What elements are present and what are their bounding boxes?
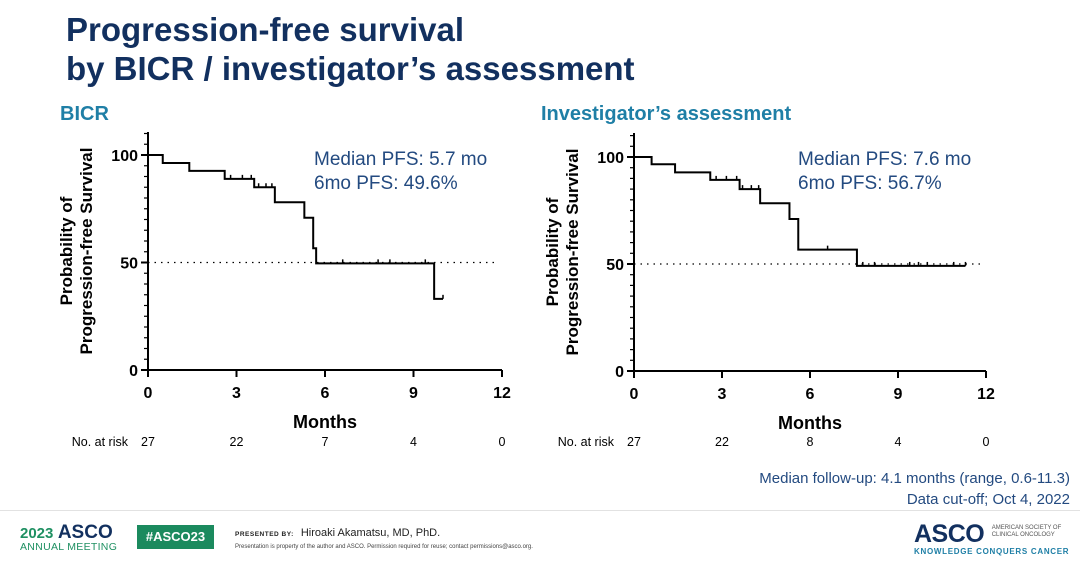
at-risk-value: 7 xyxy=(322,435,329,449)
x-tick-label: 12 xyxy=(493,385,511,402)
org-brand: ASCO xyxy=(914,520,985,548)
survival-curve xyxy=(148,154,443,300)
survival-curve xyxy=(634,156,966,267)
rights-notice: Presentation is property of the author a… xyxy=(235,544,533,550)
y-axis-label-line2: Progression-free Survival xyxy=(563,149,582,356)
at-risk-value: 0 xyxy=(499,435,506,449)
chart-title-bicr: BICR xyxy=(60,103,109,125)
chart-title-investigator: Investigator’s assessment xyxy=(541,103,792,125)
y-axis-label-line2: Progression-free Survival xyxy=(77,148,96,355)
org-name-line2: CLINICAL ONCOLOGY xyxy=(991,532,1055,538)
slide-title: Progression-free survival by BICR / inve… xyxy=(66,10,635,88)
hashtag-badge: #ASCO23 xyxy=(137,525,214,549)
x-axis-label: Months xyxy=(778,413,842,433)
chart-annotation-investigator: Median PFS: 7.6 mo 6mo PFS: 56.7% xyxy=(798,148,971,196)
y-axis-label-line1: Probability of xyxy=(543,197,562,306)
org-name-line1: AMERICAN SOCIETY OF xyxy=(991,525,1062,531)
presented-by-label: PRESENTED BY: xyxy=(235,531,294,538)
slide-title-line1: Progression-free survival xyxy=(66,11,464,48)
six-month-pfs-investigator: 6mo PFS: 56.7% xyxy=(798,173,942,194)
slide-title-line2: by BICR / investigator’s assessment xyxy=(66,50,635,87)
x-tick-label: 0 xyxy=(144,385,153,402)
x-tick-label: 6 xyxy=(806,386,815,403)
y-tick-label: 100 xyxy=(597,150,624,167)
six-month-pfs-bicr: 6mo PFS: 49.6% xyxy=(314,173,458,194)
km-chart-investigator: 0 50 100 0 3 6 9 12 Months Probability of Progress… xyxy=(543,133,995,449)
km-chart-bicr: 0 50 100 0 3 6 9 12 Months Probability of Progress… xyxy=(57,132,511,449)
at-risk-label: No. at risk xyxy=(72,435,129,449)
followup-line: Median follow-up: 4.1 months (range, 0.6… xyxy=(759,470,1070,487)
followup-note: Median follow-up: 4.1 months (range, 0.6… xyxy=(759,468,1070,510)
org-name: AMERICAN SOCIETY OF CLINICAL ONCOLOGY xyxy=(992,525,1062,539)
logo-brand: ASCO xyxy=(57,522,113,543)
logo-year: 2023 xyxy=(20,525,54,542)
data-cutoff-line: Data cut-off; Oct 4, 2022 xyxy=(906,491,1070,508)
footer-divider xyxy=(0,510,1080,511)
y-tick-label: 0 xyxy=(615,364,624,381)
presenter-name: Hiroaki Akamatsu, MD, PhD. xyxy=(300,527,441,539)
at-risk-value: 22 xyxy=(715,435,729,449)
x-tick-label: 9 xyxy=(409,385,418,402)
y-tick-label: 50 xyxy=(120,256,138,273)
at-risk-label: No. at risk xyxy=(558,435,615,449)
at-risk-value: 27 xyxy=(141,435,155,449)
x-tick-label: 0 xyxy=(630,386,639,403)
y-tick-label: 100 xyxy=(111,148,138,165)
asco-annual-meeting-logo: 2023 ASCO ANNUAL MEETING xyxy=(20,522,117,553)
org-tagline: KNOWLEDGE CONQUERS CANCER xyxy=(914,547,1070,556)
x-tick-label: 3 xyxy=(232,385,241,402)
x-axis-label: Months xyxy=(293,412,357,432)
at-risk-value: 8 xyxy=(807,435,814,449)
median-pfs-investigator: Median PFS: 7.6 mo xyxy=(798,149,972,170)
at-risk-value: 22 xyxy=(230,435,244,449)
at-risk-value: 4 xyxy=(895,435,902,449)
x-tick-label: 3 xyxy=(718,386,727,403)
x-tick-label: 9 xyxy=(894,386,903,403)
at-risk-value: 4 xyxy=(410,435,417,449)
x-tick-label: 6 xyxy=(321,385,330,402)
at-risk-value: 27 xyxy=(627,435,641,449)
asco-society-logo: ASCO AMERICAN SOCIETY OF CLINICAL ONCOLOG… xyxy=(914,520,1069,556)
logo-meeting-name: ANNUAL MEETING xyxy=(20,541,118,553)
chart-annotation-bicr: Median PFS: 5.7 mo 6mo PFS: 49.6% xyxy=(314,148,487,196)
y-tick-label: 50 xyxy=(606,257,624,274)
y-axis-label-line1: Probability of xyxy=(57,196,76,305)
at-risk-value: 0 xyxy=(983,435,990,449)
y-tick-label: 0 xyxy=(129,363,138,380)
presented-by: PRESENTED BY: Hiroaki Akamatsu, MD, PhD. xyxy=(235,527,440,539)
median-pfs-bicr: Median PFS: 5.7 mo xyxy=(314,149,488,170)
x-tick-label: 12 xyxy=(977,386,995,403)
